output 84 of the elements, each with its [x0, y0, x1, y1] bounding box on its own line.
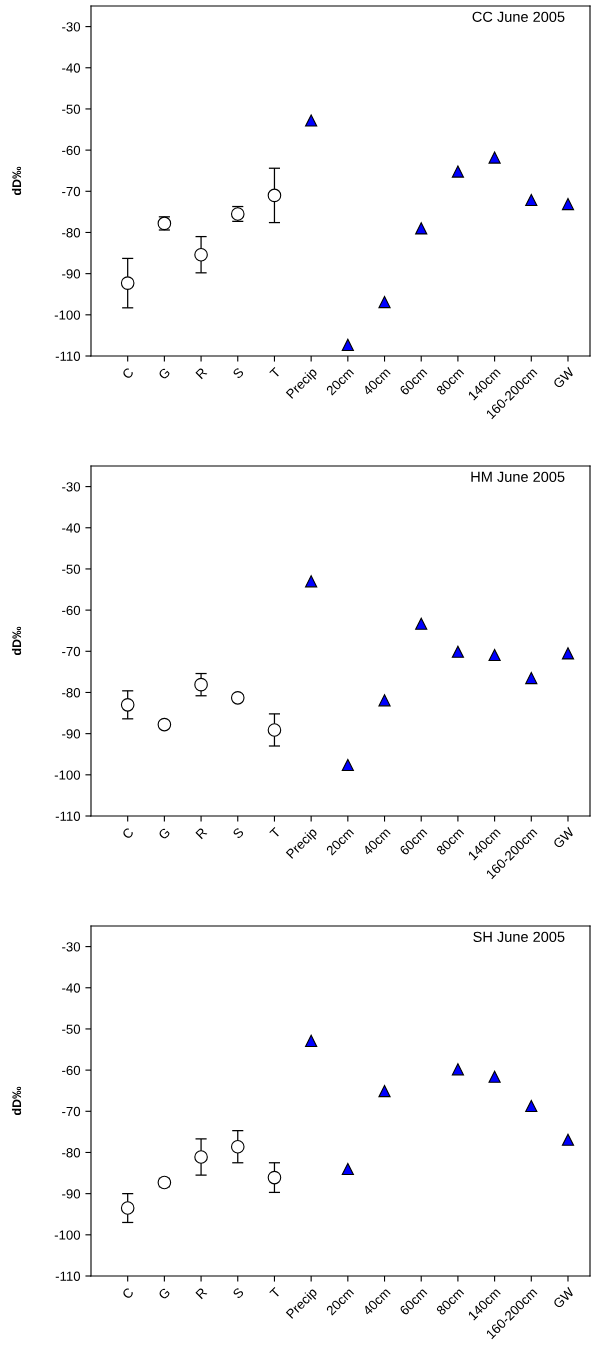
point — [561, 197, 575, 211]
y-tick-label: -90 — [62, 269, 81, 279]
y-axis-title: dD‰ — [11, 166, 22, 196]
y-tick-label: -90 — [62, 729, 81, 739]
x-tick-label: G — [157, 367, 171, 381]
point — [451, 1063, 465, 1076]
chart-title: SH June 2005 — [473, 931, 565, 942]
x-tick-label: T — [269, 366, 281, 379]
y-tick-label: -60 — [62, 145, 81, 156]
point — [341, 338, 354, 351]
point — [305, 1034, 318, 1047]
point — [488, 151, 501, 164]
point — [120, 276, 135, 290]
y-tick-label: -70 — [62, 186, 81, 197]
x-tick-label: G — [157, 1287, 171, 1301]
point — [378, 295, 391, 309]
x-tick-label: T — [269, 1286, 281, 1299]
y-tick-label: -40 — [62, 523, 81, 533]
point — [561, 1133, 575, 1146]
chart-title: HM June 2005 — [471, 471, 565, 482]
x-tick-label: GW — [552, 1286, 575, 1309]
x-tick-label: C — [121, 367, 135, 380]
x-tick-label: GW — [552, 366, 575, 389]
y-tick-label: -50 — [62, 1024, 81, 1034]
point — [525, 193, 538, 207]
point — [488, 1070, 501, 1083]
y-tick-label: -80 — [62, 1148, 81, 1158]
y-tick-label: -40 — [62, 63, 81, 73]
y-tick-label: -100 — [54, 1230, 81, 1240]
point — [488, 648, 501, 662]
x-tick-label: R — [195, 367, 208, 380]
y-axis-title: dD‰ — [11, 626, 22, 656]
y-tick-label: -80 — [62, 688, 81, 698]
point — [194, 677, 208, 692]
point — [451, 645, 465, 658]
point — [194, 247, 208, 262]
chart-title: CC June 2005 — [472, 11, 565, 22]
y-axis-title: dD‰ — [11, 1086, 22, 1116]
x-tick-label: R — [195, 827, 208, 840]
point — [341, 758, 354, 772]
y-tick-label: -30 — [62, 942, 81, 952]
point — [561, 647, 575, 660]
x-tick-label: T — [269, 826, 281, 839]
point — [378, 1085, 391, 1098]
point — [120, 1201, 135, 1215]
y-tick-label: -90 — [62, 1189, 81, 1199]
y-tick-label: -60 — [62, 1065, 81, 1076]
y-tick-label: -70 — [62, 646, 81, 657]
x-tick-label: S — [232, 827, 245, 840]
point — [451, 165, 465, 178]
x-tick-label: S — [232, 1287, 245, 1300]
y-tick-label: -50 — [62, 564, 81, 574]
x-tick-label: G — [157, 827, 171, 841]
y-tick-label: -50 — [62, 104, 81, 114]
y-tick-label: -110 — [55, 351, 81, 361]
x-tick-label: C — [121, 827, 135, 840]
point — [415, 222, 428, 235]
x-tick-label: R — [195, 1287, 208, 1300]
point — [378, 694, 391, 707]
point — [305, 575, 318, 588]
point — [305, 114, 318, 127]
point — [525, 671, 538, 685]
x-tick-label: S — [232, 367, 245, 380]
y-tick-label: -100 — [54, 310, 81, 320]
y-tick-label: -70 — [62, 1106, 81, 1117]
y-tick-label: -110 — [55, 811, 81, 821]
point — [525, 1099, 538, 1113]
y-tick-label: -30 — [62, 22, 81, 32]
y-tick-label: -30 — [62, 482, 81, 492]
point — [267, 723, 282, 737]
y-tick-label: -110 — [55, 1271, 81, 1281]
point — [194, 1150, 208, 1164]
point — [120, 698, 135, 712]
y-tick-label: -60 — [62, 605, 81, 616]
point — [415, 617, 428, 630]
y-tick-label: -100 — [54, 770, 81, 780]
point — [267, 1170, 282, 1185]
point — [267, 188, 282, 203]
x-tick-label: GW — [552, 826, 575, 849]
x-tick-label: C — [121, 1287, 135, 1300]
point — [230, 1139, 245, 1154]
y-tick-label: -40 — [62, 983, 81, 993]
y-tick-label: -80 — [62, 228, 81, 238]
point — [341, 1162, 354, 1176]
